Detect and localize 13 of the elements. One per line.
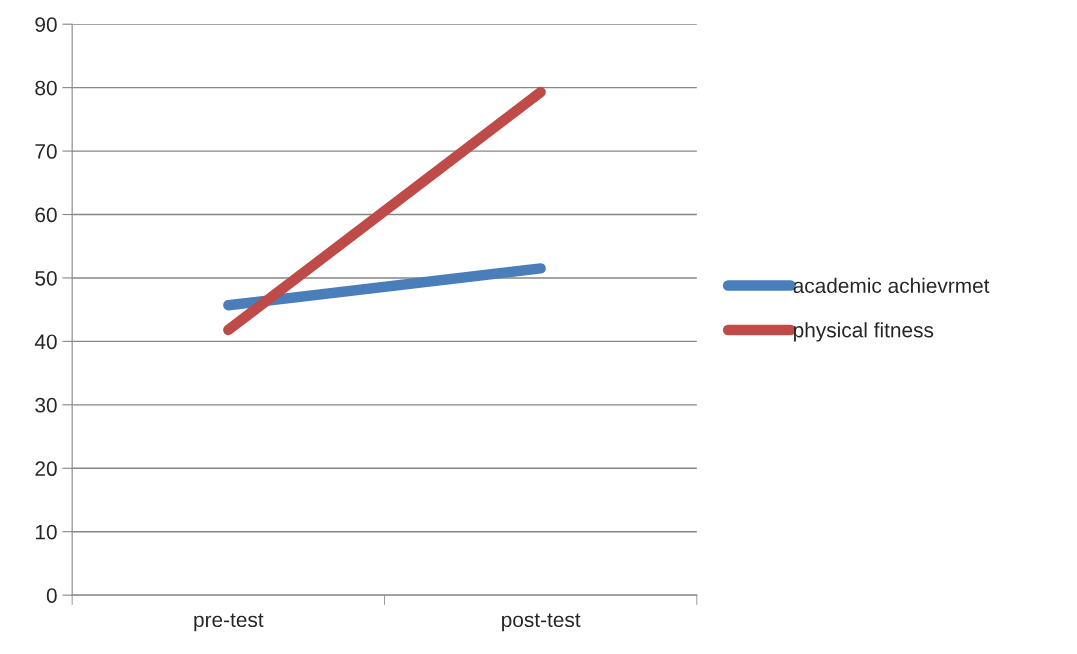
legend-label: physical fitness <box>793 322 934 342</box>
y-tick-label: 10 <box>35 524 57 540</box>
y-tick-label: 0 <box>46 588 57 603</box>
y-tick-label: 40 <box>34 334 57 350</box>
y-tick-label: 90 <box>35 17 57 32</box>
y-tick-label: 60 <box>35 207 57 223</box>
y-tick-label: 70 <box>35 144 57 159</box>
y-tick-label: 30 <box>35 397 57 413</box>
y-tick-label: 50 <box>35 270 57 286</box>
y-tick-label: 20 <box>35 461 57 477</box>
y-tick-label: 80 <box>35 80 57 96</box>
x-tick-label: pre-test <box>194 613 264 632</box>
x-tick-label: post-test <box>502 613 581 632</box>
